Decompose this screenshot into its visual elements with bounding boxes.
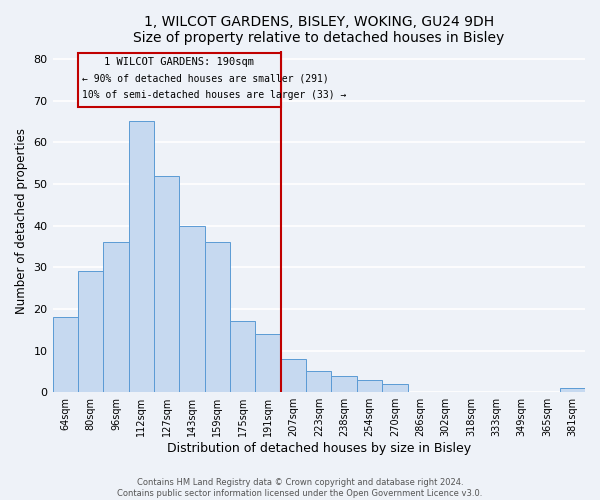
Bar xyxy=(179,226,205,392)
Bar xyxy=(306,372,331,392)
Bar xyxy=(205,242,230,392)
X-axis label: Distribution of detached houses by size in Bisley: Distribution of detached houses by size … xyxy=(167,442,471,455)
Bar xyxy=(53,317,78,392)
Text: ← 90% of detached houses are smaller (291): ← 90% of detached houses are smaller (29… xyxy=(82,74,328,84)
Bar xyxy=(331,376,357,392)
Bar xyxy=(382,384,407,392)
Bar xyxy=(154,176,179,392)
Title: 1, WILCOT GARDENS, BISLEY, WOKING, GU24 9DH
Size of property relative to detache: 1, WILCOT GARDENS, BISLEY, WOKING, GU24 … xyxy=(133,15,505,45)
Bar xyxy=(128,122,154,392)
Y-axis label: Number of detached properties: Number of detached properties xyxy=(15,128,28,314)
Text: Contains HM Land Registry data © Crown copyright and database right 2024.
Contai: Contains HM Land Registry data © Crown c… xyxy=(118,478,482,498)
Bar xyxy=(357,380,382,392)
FancyBboxPatch shape xyxy=(78,52,281,107)
Bar xyxy=(281,359,306,392)
Bar xyxy=(78,272,103,392)
Bar xyxy=(103,242,128,392)
Text: 1 WILCOT GARDENS: 190sqm: 1 WILCOT GARDENS: 190sqm xyxy=(104,57,254,67)
Bar xyxy=(256,334,281,392)
Text: 10% of semi-detached houses are larger (33) →: 10% of semi-detached houses are larger (… xyxy=(82,90,346,100)
Bar xyxy=(230,322,256,392)
Bar xyxy=(560,388,585,392)
